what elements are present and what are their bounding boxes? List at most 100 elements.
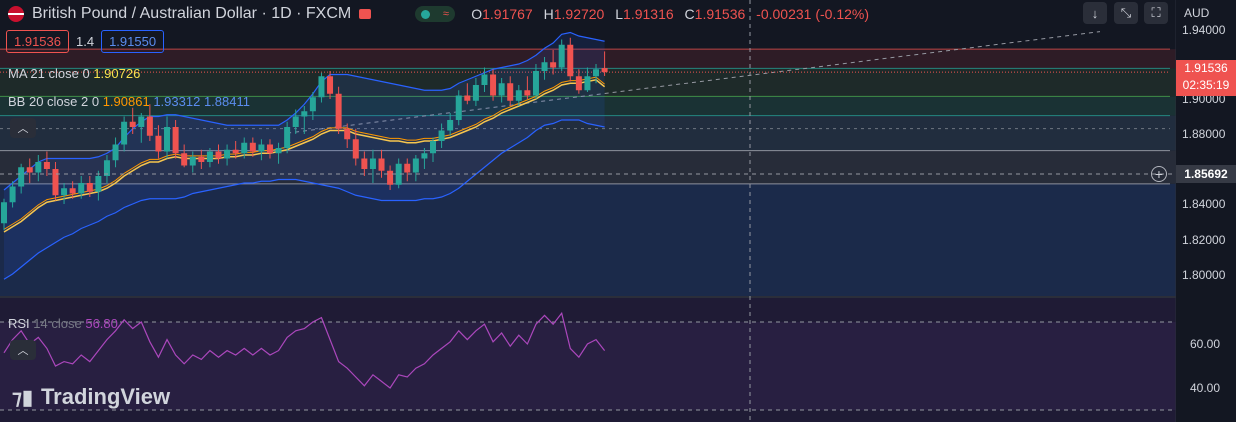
rsi-band (0, 322, 1176, 410)
rsi-line (3, 311, 606, 389)
candle-body (206, 151, 213, 162)
candle-body (421, 153, 428, 159)
sell-button[interactable]: 1.91536 (6, 30, 69, 53)
zone-band (0, 96, 1176, 116)
candle-body (515, 90, 522, 101)
candle-body (335, 93, 342, 129)
candle-body (18, 167, 25, 187)
candle-body (481, 74, 488, 85)
candle-body (301, 111, 308, 117)
candle-body (490, 74, 497, 96)
candle-body (232, 149, 239, 154)
candle-body (275, 148, 282, 154)
bb-lower-line (3, 119, 605, 280)
candle-body (344, 128, 351, 140)
spread-value: 1.4 (76, 34, 95, 49)
candle-body (601, 68, 608, 73)
zone-band (0, 115, 1176, 151)
collapse-legend-button[interactable]: ︿ (10, 118, 36, 138)
trend-line (287, 31, 1101, 134)
rsi-legend[interactable]: RSI 14 close 56.80 (8, 316, 118, 331)
ma-label: MA (8, 66, 27, 81)
price-tick: 1.82000 (1182, 233, 1226, 247)
candle-body (249, 142, 256, 152)
fullscreen-icon: ⛶ (1151, 5, 1161, 20)
candle-body (593, 69, 600, 77)
bb-label: BB (8, 94, 26, 109)
ma-legend[interactable]: MA 21 close 0 1.90726 (8, 66, 140, 81)
open-label: O (471, 6, 483, 22)
candle-body (438, 130, 445, 141)
tradingview-logo[interactable]: ⁊▮ TradingView (12, 384, 170, 410)
chevron-up-icon: ︿ (17, 345, 29, 357)
collapse-pane-button[interactable]: ⤡ (1114, 2, 1138, 24)
candle-body (103, 160, 110, 176)
live-status-pill[interactable]: ≈ (415, 6, 456, 22)
price-tick: 1.80000 (1182, 268, 1226, 282)
crosshair-price-label: 1.85692 (1176, 165, 1236, 183)
collapse-rsi-legend-button[interactable]: ︿ (10, 340, 36, 360)
candle-body (52, 169, 59, 196)
rsi-tick: 40.00 (1190, 381, 1221, 395)
rsi-tick: 60.00 (1190, 337, 1221, 351)
bb-fill (4, 32, 605, 280)
candle-body (387, 170, 394, 185)
candle-body (1, 202, 7, 224)
candle-body (43, 162, 50, 169)
candle-body (584, 76, 591, 91)
last-price-value: 1.91536 (1184, 61, 1228, 75)
candle-body (327, 76, 334, 94)
last-price-label: 1.91536 02:35:19 (1176, 60, 1236, 96)
scroll-down-button[interactable]: ↓ (1083, 2, 1107, 24)
candle-body (541, 62, 548, 71)
candle-body (258, 144, 265, 152)
candle-body (215, 151, 222, 159)
add-plus-icon[interactable]: + (1151, 166, 1167, 182)
currency-selector[interactable]: AUD (1184, 6, 1210, 20)
zone-band (0, 49, 1176, 69)
candle-body (189, 156, 196, 166)
high-label: H (543, 6, 554, 22)
close-value: 1.91536 (694, 6, 746, 22)
candle-body (86, 183, 93, 192)
candle-body (95, 176, 102, 192)
ma-params: 21 close 0 (30, 66, 90, 81)
bb-legend[interactable]: BB 20 close 2 0 1.90861 1.93312 1.88411 (8, 94, 250, 109)
bar-countdown: 02:35:19 (1182, 78, 1230, 92)
fullscreen-button[interactable]: ⛶ (1144, 2, 1168, 24)
candle-body (404, 163, 411, 173)
candle-body (507, 83, 514, 101)
zone-band (0, 183, 1176, 296)
candle-body (284, 127, 291, 148)
candle-body (447, 120, 454, 131)
market-status-icon (359, 9, 372, 19)
bb-lower-value: 1.88411 (203, 94, 250, 109)
candle-body (309, 97, 316, 112)
symbol-title[interactable]: British Pound / Australian Dollar · 1D ·… (32, 5, 352, 22)
price-tick: 1.88000 (1182, 127, 1226, 141)
candle-body (558, 44, 565, 68)
candle-body (35, 162, 42, 173)
candle-body (430, 141, 436, 154)
candle-body (198, 156, 205, 162)
rsi-value: 56.80 (85, 316, 118, 331)
candle-body (181, 153, 188, 166)
candle-body (352, 139, 359, 159)
candle-body (532, 71, 539, 96)
candle-body (61, 188, 68, 196)
candle-body (69, 188, 76, 194)
chevron-up-icon: ︿ (17, 123, 29, 135)
candle-body (78, 183, 85, 194)
change-value: -0.00231 (-0.12%) (756, 6, 869, 22)
candle-body (26, 167, 33, 173)
candle-body (369, 158, 376, 169)
arrow-down-icon: ↓ (1091, 5, 1099, 21)
candle-body (464, 95, 471, 101)
rsi-params: 14 close (33, 316, 82, 331)
gbpaud-flag-icon (8, 6, 24, 22)
buy-button[interactable]: 1.91550 (101, 30, 165, 53)
candle-body (155, 135, 162, 152)
candle-body (575, 76, 582, 91)
candle-body (498, 83, 505, 96)
